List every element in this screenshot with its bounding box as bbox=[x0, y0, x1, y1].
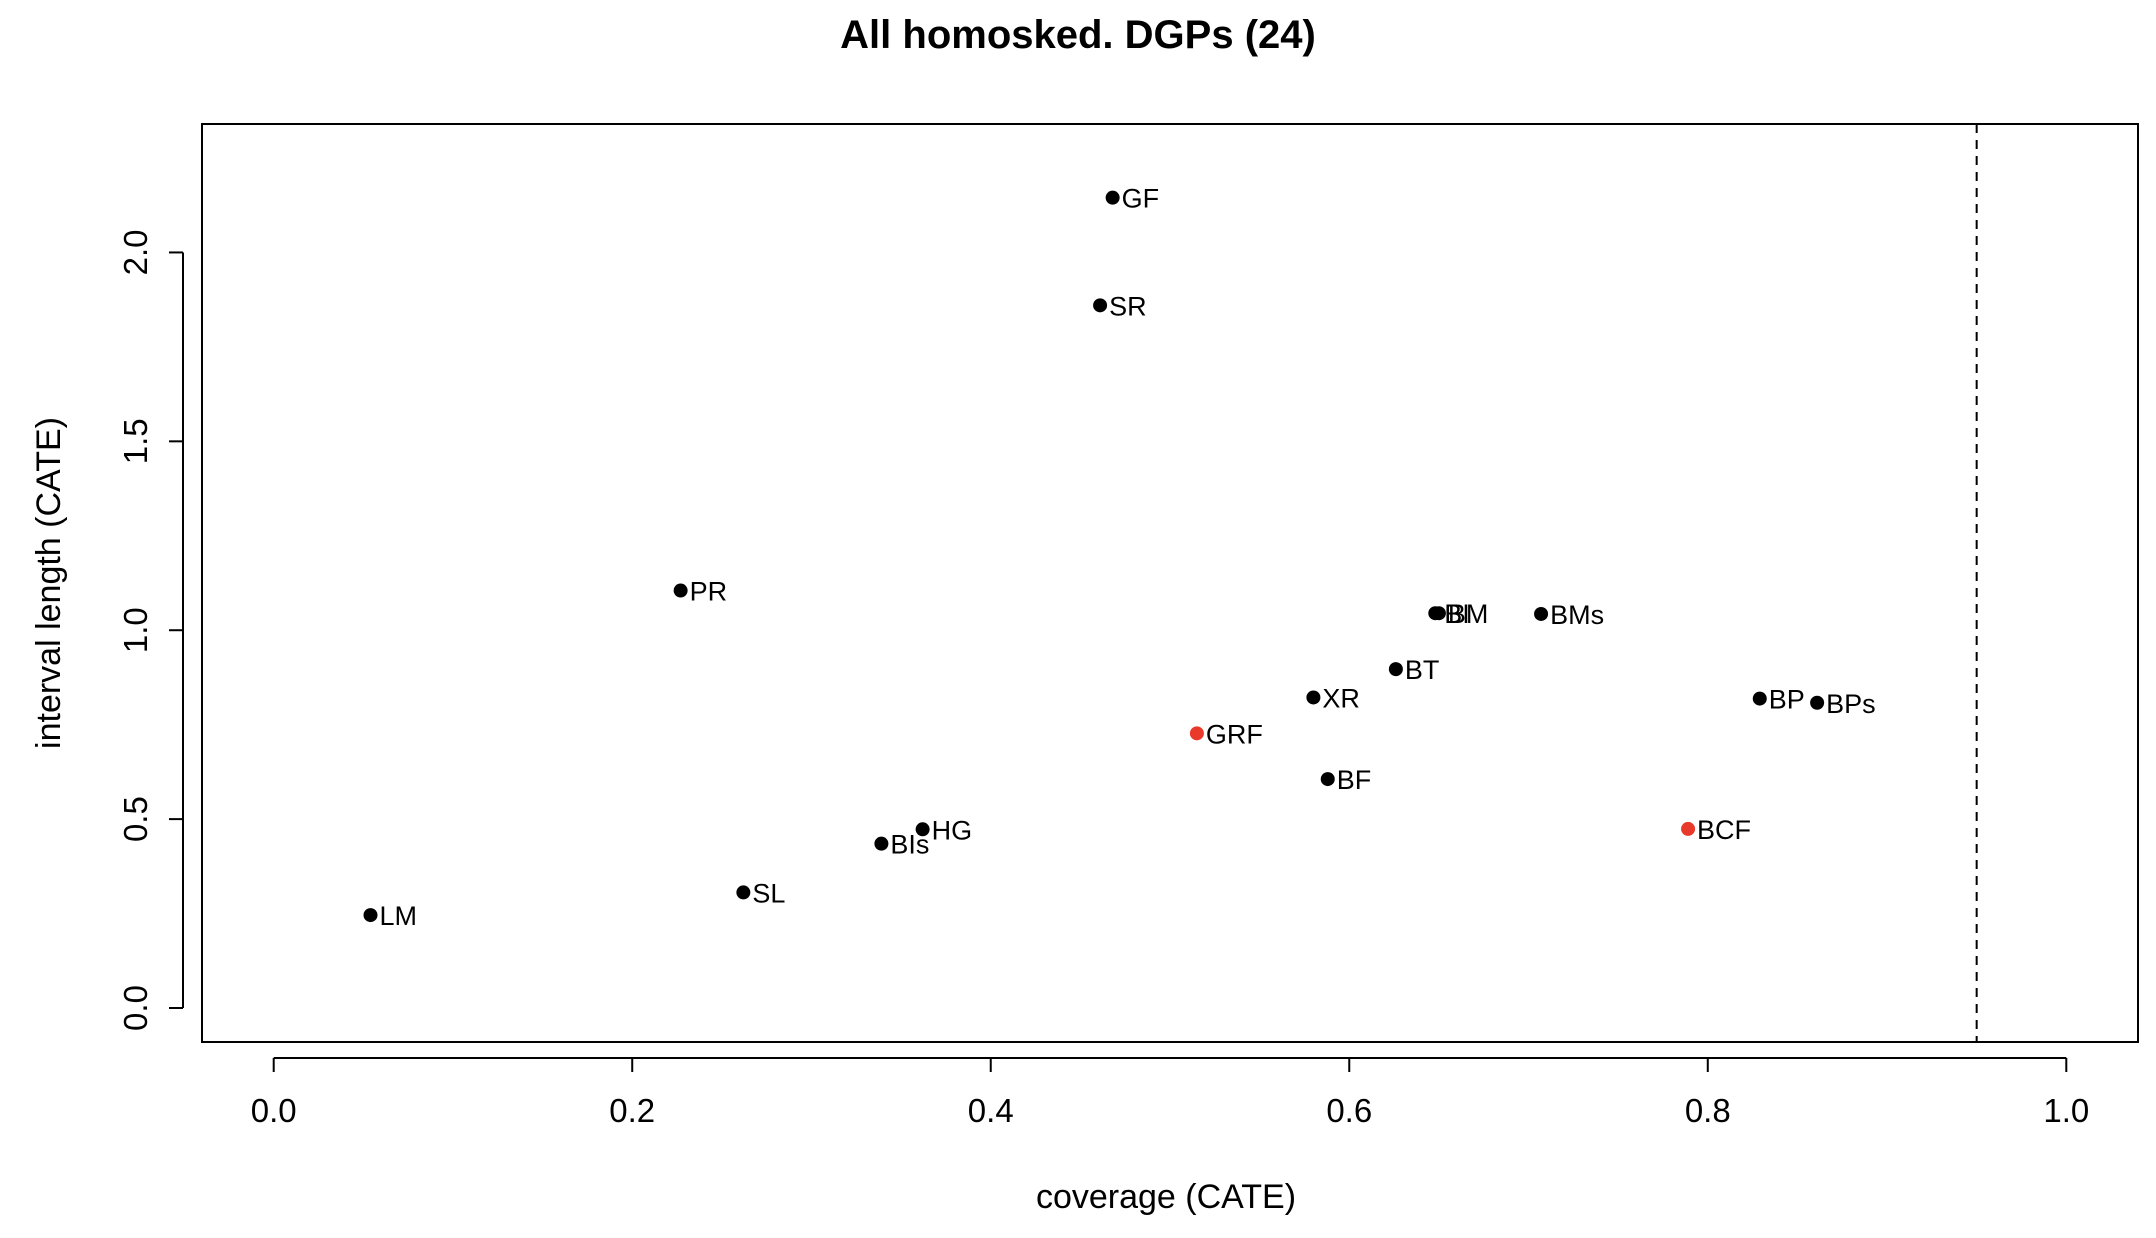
data-point-label: BF bbox=[1337, 765, 1372, 795]
data-point bbox=[363, 908, 378, 923]
x-tick-label: 0.6 bbox=[1326, 1092, 1372, 1129]
data-point bbox=[736, 885, 751, 900]
data-point bbox=[1189, 726, 1204, 741]
x-tick-label: 0.4 bbox=[968, 1092, 1014, 1129]
data-point-label: BPs bbox=[1826, 689, 1876, 719]
y-tick-label: 2.0 bbox=[117, 230, 154, 276]
data-point-label: SL bbox=[752, 878, 785, 908]
y-tick-label: 0.0 bbox=[117, 985, 154, 1031]
y-tick-label: 0.5 bbox=[117, 796, 154, 842]
data-point-label: GRF bbox=[1206, 719, 1263, 749]
data-point bbox=[1093, 298, 1108, 313]
data-point-label: SR bbox=[1109, 291, 1147, 321]
x-tick-label: 0.0 bbox=[251, 1092, 297, 1129]
data-point-label: BIs bbox=[890, 830, 929, 860]
data-point bbox=[673, 583, 688, 598]
data-point-label: HG bbox=[932, 815, 973, 845]
data-point-label: GF bbox=[1122, 184, 1160, 214]
data-point-label: BM bbox=[1448, 599, 1489, 629]
data-point bbox=[1105, 190, 1120, 205]
data-point bbox=[874, 836, 889, 851]
data-point-label: XR bbox=[1322, 683, 1360, 713]
data-point-label: BT bbox=[1405, 655, 1440, 685]
x-tick-label: 0.8 bbox=[1685, 1092, 1731, 1129]
data-point-label: BCF bbox=[1697, 815, 1751, 845]
data-point bbox=[1306, 690, 1321, 705]
x-tick-label: 1.0 bbox=[2043, 1092, 2089, 1129]
data-point-label: BMs bbox=[1550, 600, 1604, 630]
data-point bbox=[1752, 691, 1767, 706]
chart-title: All homosked. DGPs (24) bbox=[840, 13, 1316, 57]
y-axis: 0.0 0.5 1.0 1.5 2.0 bbox=[117, 230, 184, 1031]
data-point bbox=[1534, 606, 1549, 621]
y-axis-label: interval length (CATE) bbox=[30, 417, 68, 749]
x-tick-label: 0.2 bbox=[609, 1092, 655, 1129]
data-point bbox=[915, 822, 930, 837]
y-tick-label: 1.0 bbox=[117, 607, 154, 653]
data-point-label: BP bbox=[1769, 685, 1805, 715]
data-point-label: BI bbox=[1444, 599, 1470, 629]
x-axis-label: coverage (CATE) bbox=[1036, 1178, 1296, 1216]
data-point bbox=[1320, 772, 1335, 787]
data-point-label: LM bbox=[380, 901, 418, 931]
plot-area bbox=[201, 123, 2139, 1043]
y-tick-label: 1.5 bbox=[117, 418, 154, 464]
x-axis: 0.0 0.2 0.4 0.6 0.8 1.0 bbox=[251, 1057, 2089, 1129]
data-point bbox=[1810, 695, 1825, 710]
data-point bbox=[1388, 662, 1403, 677]
data-point bbox=[1431, 606, 1446, 621]
data-point bbox=[1681, 821, 1696, 836]
data-point-label: PR bbox=[690, 577, 728, 607]
